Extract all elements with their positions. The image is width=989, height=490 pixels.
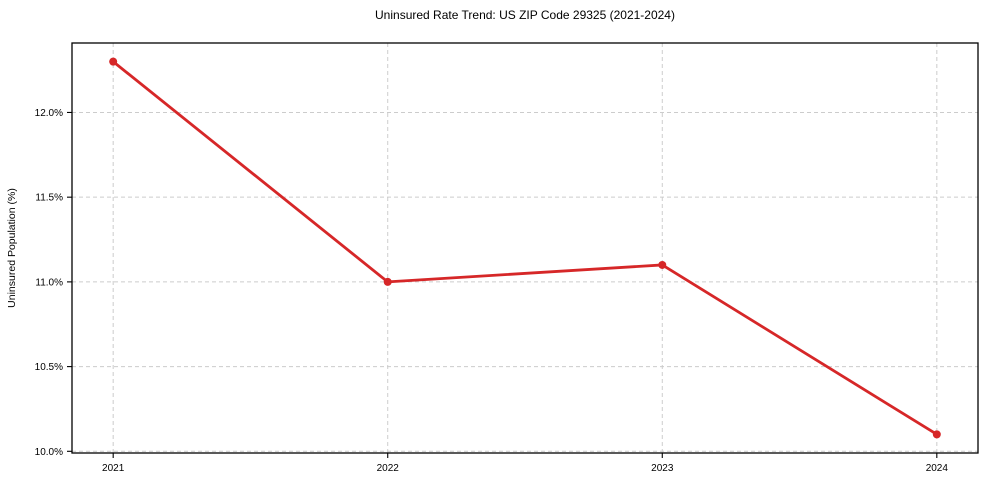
data-point-2021	[109, 57, 118, 66]
y-tick-label-11.0%: 11.0%	[35, 277, 63, 288]
y-tick-label-10.0%: 10.0%	[35, 447, 63, 458]
y-tick-label-11.5%: 11.5%	[35, 193, 63, 204]
chart-title: Uninsured Rate Trend: US ZIP Code 29325 …	[375, 8, 675, 22]
x-tick-label-2022: 2022	[377, 463, 400, 474]
x-tick-label-2023: 2023	[651, 463, 674, 474]
trend-line-uninsured-rate	[112, 60, 938, 436]
y-axis-label: Uninsured Population (%)	[6, 188, 18, 308]
data-point-2022	[383, 277, 392, 286]
data-point-2024	[932, 430, 941, 439]
plot-border	[71, 42, 979, 454]
x-tick-label-2024: 2024	[926, 463, 949, 474]
y-tick-label-10.5%: 10.5%	[35, 362, 63, 373]
data-point-2023	[658, 260, 667, 269]
x-tick-label-2021: 2021	[102, 463, 125, 474]
y-tick-label-12.0%: 12.0%	[35, 108, 63, 119]
